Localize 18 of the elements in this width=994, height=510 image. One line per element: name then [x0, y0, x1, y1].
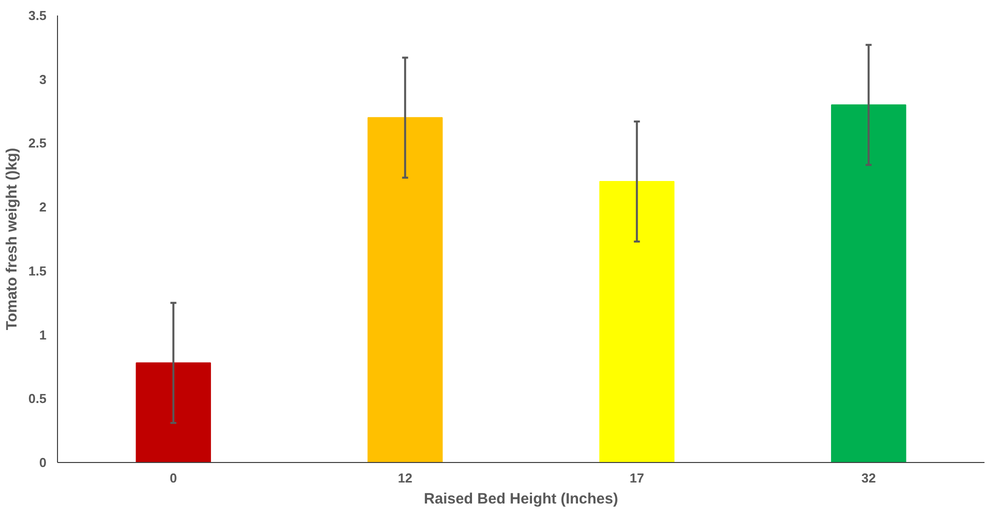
- y-tick-label: 0: [39, 455, 47, 470]
- y-tick-label: 2.5: [28, 136, 47, 151]
- y-tick-label: 0.5: [28, 391, 47, 406]
- bar: [136, 362, 211, 462]
- x-axis-title: Raised Bed Height (Inches): [424, 490, 618, 508]
- x-tick-label: 12: [398, 470, 412, 486]
- y-axis-title: Tomato fresh weight ()kg): [3, 148, 20, 330]
- x-tick-label: 17: [630, 470, 644, 486]
- bar: [831, 104, 906, 462]
- y-tick-label: 3.5: [28, 8, 47, 23]
- y-tick-label: 1: [39, 327, 47, 342]
- bar: [599, 181, 674, 462]
- x-tick-label: 0: [170, 470, 177, 486]
- y-tick-label: 1.5: [28, 263, 47, 278]
- bar: [368, 117, 443, 462]
- x-tick-label: 32: [861, 470, 876, 486]
- y-tick-label: 3: [39, 72, 47, 87]
- y-tick-label: 2: [39, 200, 47, 215]
